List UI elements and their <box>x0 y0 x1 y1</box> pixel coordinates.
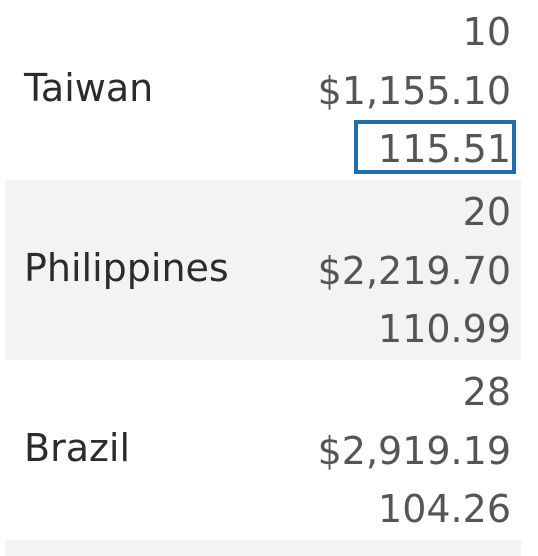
sales-value[interactable]: $1,155.10 <box>317 69 511 113</box>
count-value[interactable]: 20 <box>462 190 511 234</box>
table-row-brazil[interactable]: Brazil 28 $2,919.19 104.26 <box>5 360 521 540</box>
count-value[interactable]: 10 <box>462 10 511 54</box>
average-value[interactable]: 104.26 <box>378 487 511 531</box>
country-label: Brazil <box>24 426 131 470</box>
table-row-taiwan[interactable]: Taiwan 10 $1,155.10 115.51 <box>5 0 521 180</box>
sales-value[interactable]: $2,219.70 <box>317 249 511 293</box>
country-label: Philippines <box>24 246 229 290</box>
count-value[interactable]: 28 <box>462 370 511 414</box>
table-row-partial <box>5 540 521 556</box>
average-value[interactable]: 115.51 <box>378 127 511 171</box>
average-value[interactable]: 110.99 <box>378 307 511 351</box>
selected-cell-highlight <box>354 120 516 174</box>
country-label: Taiwan <box>24 66 154 110</box>
table-row-philippines[interactable]: Philippines 20 $2,219.70 110.99 <box>5 180 521 360</box>
sales-value[interactable]: $2,919.19 <box>317 429 511 473</box>
